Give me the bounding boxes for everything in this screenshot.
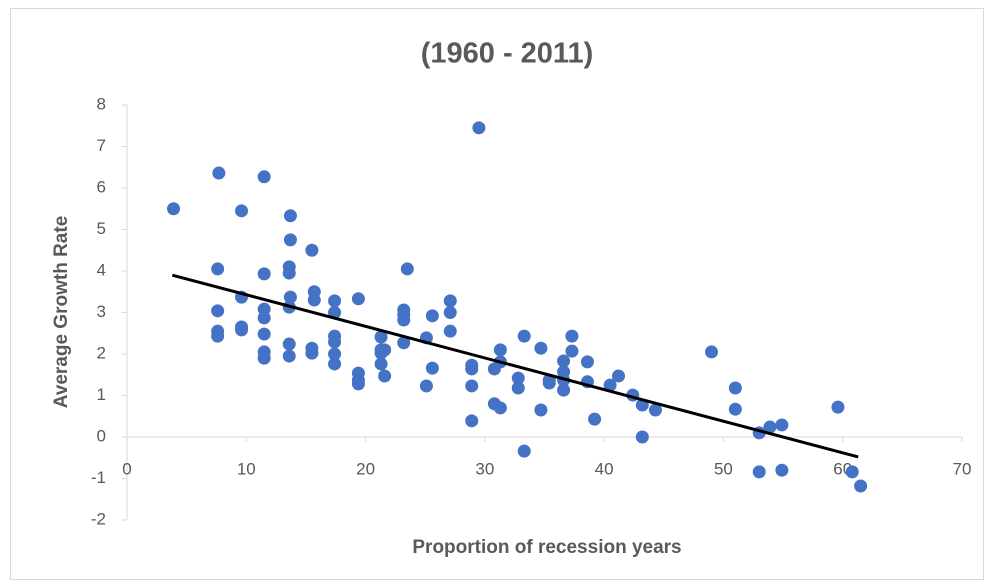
point [603, 378, 617, 392]
point [283, 290, 297, 304]
point [425, 361, 439, 375]
point [443, 306, 457, 319]
point [282, 337, 296, 351]
point [557, 383, 571, 397]
point [212, 166, 226, 180]
point [351, 292, 365, 306]
point [557, 354, 571, 368]
point [465, 362, 479, 376]
point [257, 327, 271, 341]
point [211, 304, 225, 318]
point [763, 420, 777, 434]
y-tick-label: -1 [91, 468, 106, 487]
x-tick-label: 0 [122, 459, 131, 478]
point [282, 349, 296, 363]
x-tick-label: 30 [475, 459, 494, 478]
point [511, 371, 525, 385]
point [374, 330, 388, 344]
y-tick-label: 0 [97, 426, 106, 445]
point [419, 379, 433, 393]
point [378, 369, 392, 383]
point [235, 323, 249, 337]
point [211, 329, 225, 343]
point [282, 266, 296, 280]
point [257, 311, 271, 325]
x-tick-label: 70 [953, 459, 972, 478]
point [517, 329, 531, 343]
y-tick-label: 6 [97, 177, 106, 196]
y-tick-label: 3 [97, 302, 106, 321]
point [611, 369, 625, 383]
point [307, 293, 321, 307]
point [305, 346, 319, 360]
point [493, 401, 507, 415]
point [257, 267, 271, 281]
point [283, 233, 297, 247]
point [775, 463, 789, 477]
point [211, 262, 225, 276]
point [831, 400, 845, 414]
point [443, 294, 457, 308]
y-tick-label: -2 [91, 509, 106, 528]
point [328, 357, 342, 371]
point [378, 343, 392, 357]
point [493, 343, 507, 357]
y-tick-label: 4 [97, 260, 106, 279]
point [374, 357, 388, 371]
y-tick-label: 1 [97, 385, 106, 404]
point [542, 376, 556, 390]
point [465, 414, 479, 428]
y-tick-label: 7 [97, 136, 106, 155]
point [328, 294, 342, 308]
point [167, 202, 181, 216]
point [511, 381, 525, 395]
x-tick-label: 20 [356, 459, 375, 478]
point [565, 344, 579, 358]
point [580, 355, 594, 369]
point [443, 324, 457, 338]
point [397, 336, 411, 350]
point [648, 403, 662, 417]
point [588, 412, 602, 426]
point [728, 402, 742, 416]
chart-border [10, 8, 984, 580]
x-tick-label: 10 [237, 459, 256, 478]
x-axis-title: Proportion of recession years [412, 537, 681, 558]
point [328, 335, 342, 349]
point [534, 341, 548, 355]
y-axis-title: Average Growth Rate [51, 216, 72, 409]
point [775, 418, 789, 432]
chart-title: (1960 - 2011) [421, 38, 594, 70]
point [565, 329, 579, 343]
point [465, 379, 479, 393]
point [425, 309, 439, 323]
point [517, 444, 531, 458]
point [845, 465, 859, 479]
point [257, 170, 271, 184]
y-tick-label: 2 [97, 343, 106, 362]
point [328, 347, 342, 361]
point [257, 351, 271, 365]
point [472, 121, 486, 135]
point [705, 345, 718, 359]
point [534, 403, 548, 417]
point [283, 209, 297, 223]
y-tick-label: 5 [97, 219, 106, 238]
point [728, 381, 742, 395]
point [397, 313, 411, 327]
trendline [171, 273, 859, 459]
point [635, 430, 649, 444]
x-tick-label: 50 [714, 459, 733, 478]
y-tick-label: 8 [97, 94, 106, 113]
point [752, 465, 766, 479]
x-tick-label: 40 [595, 459, 614, 478]
point [351, 377, 365, 391]
point [235, 204, 249, 218]
point [305, 243, 319, 257]
point [400, 262, 414, 276]
point [854, 479, 868, 493]
